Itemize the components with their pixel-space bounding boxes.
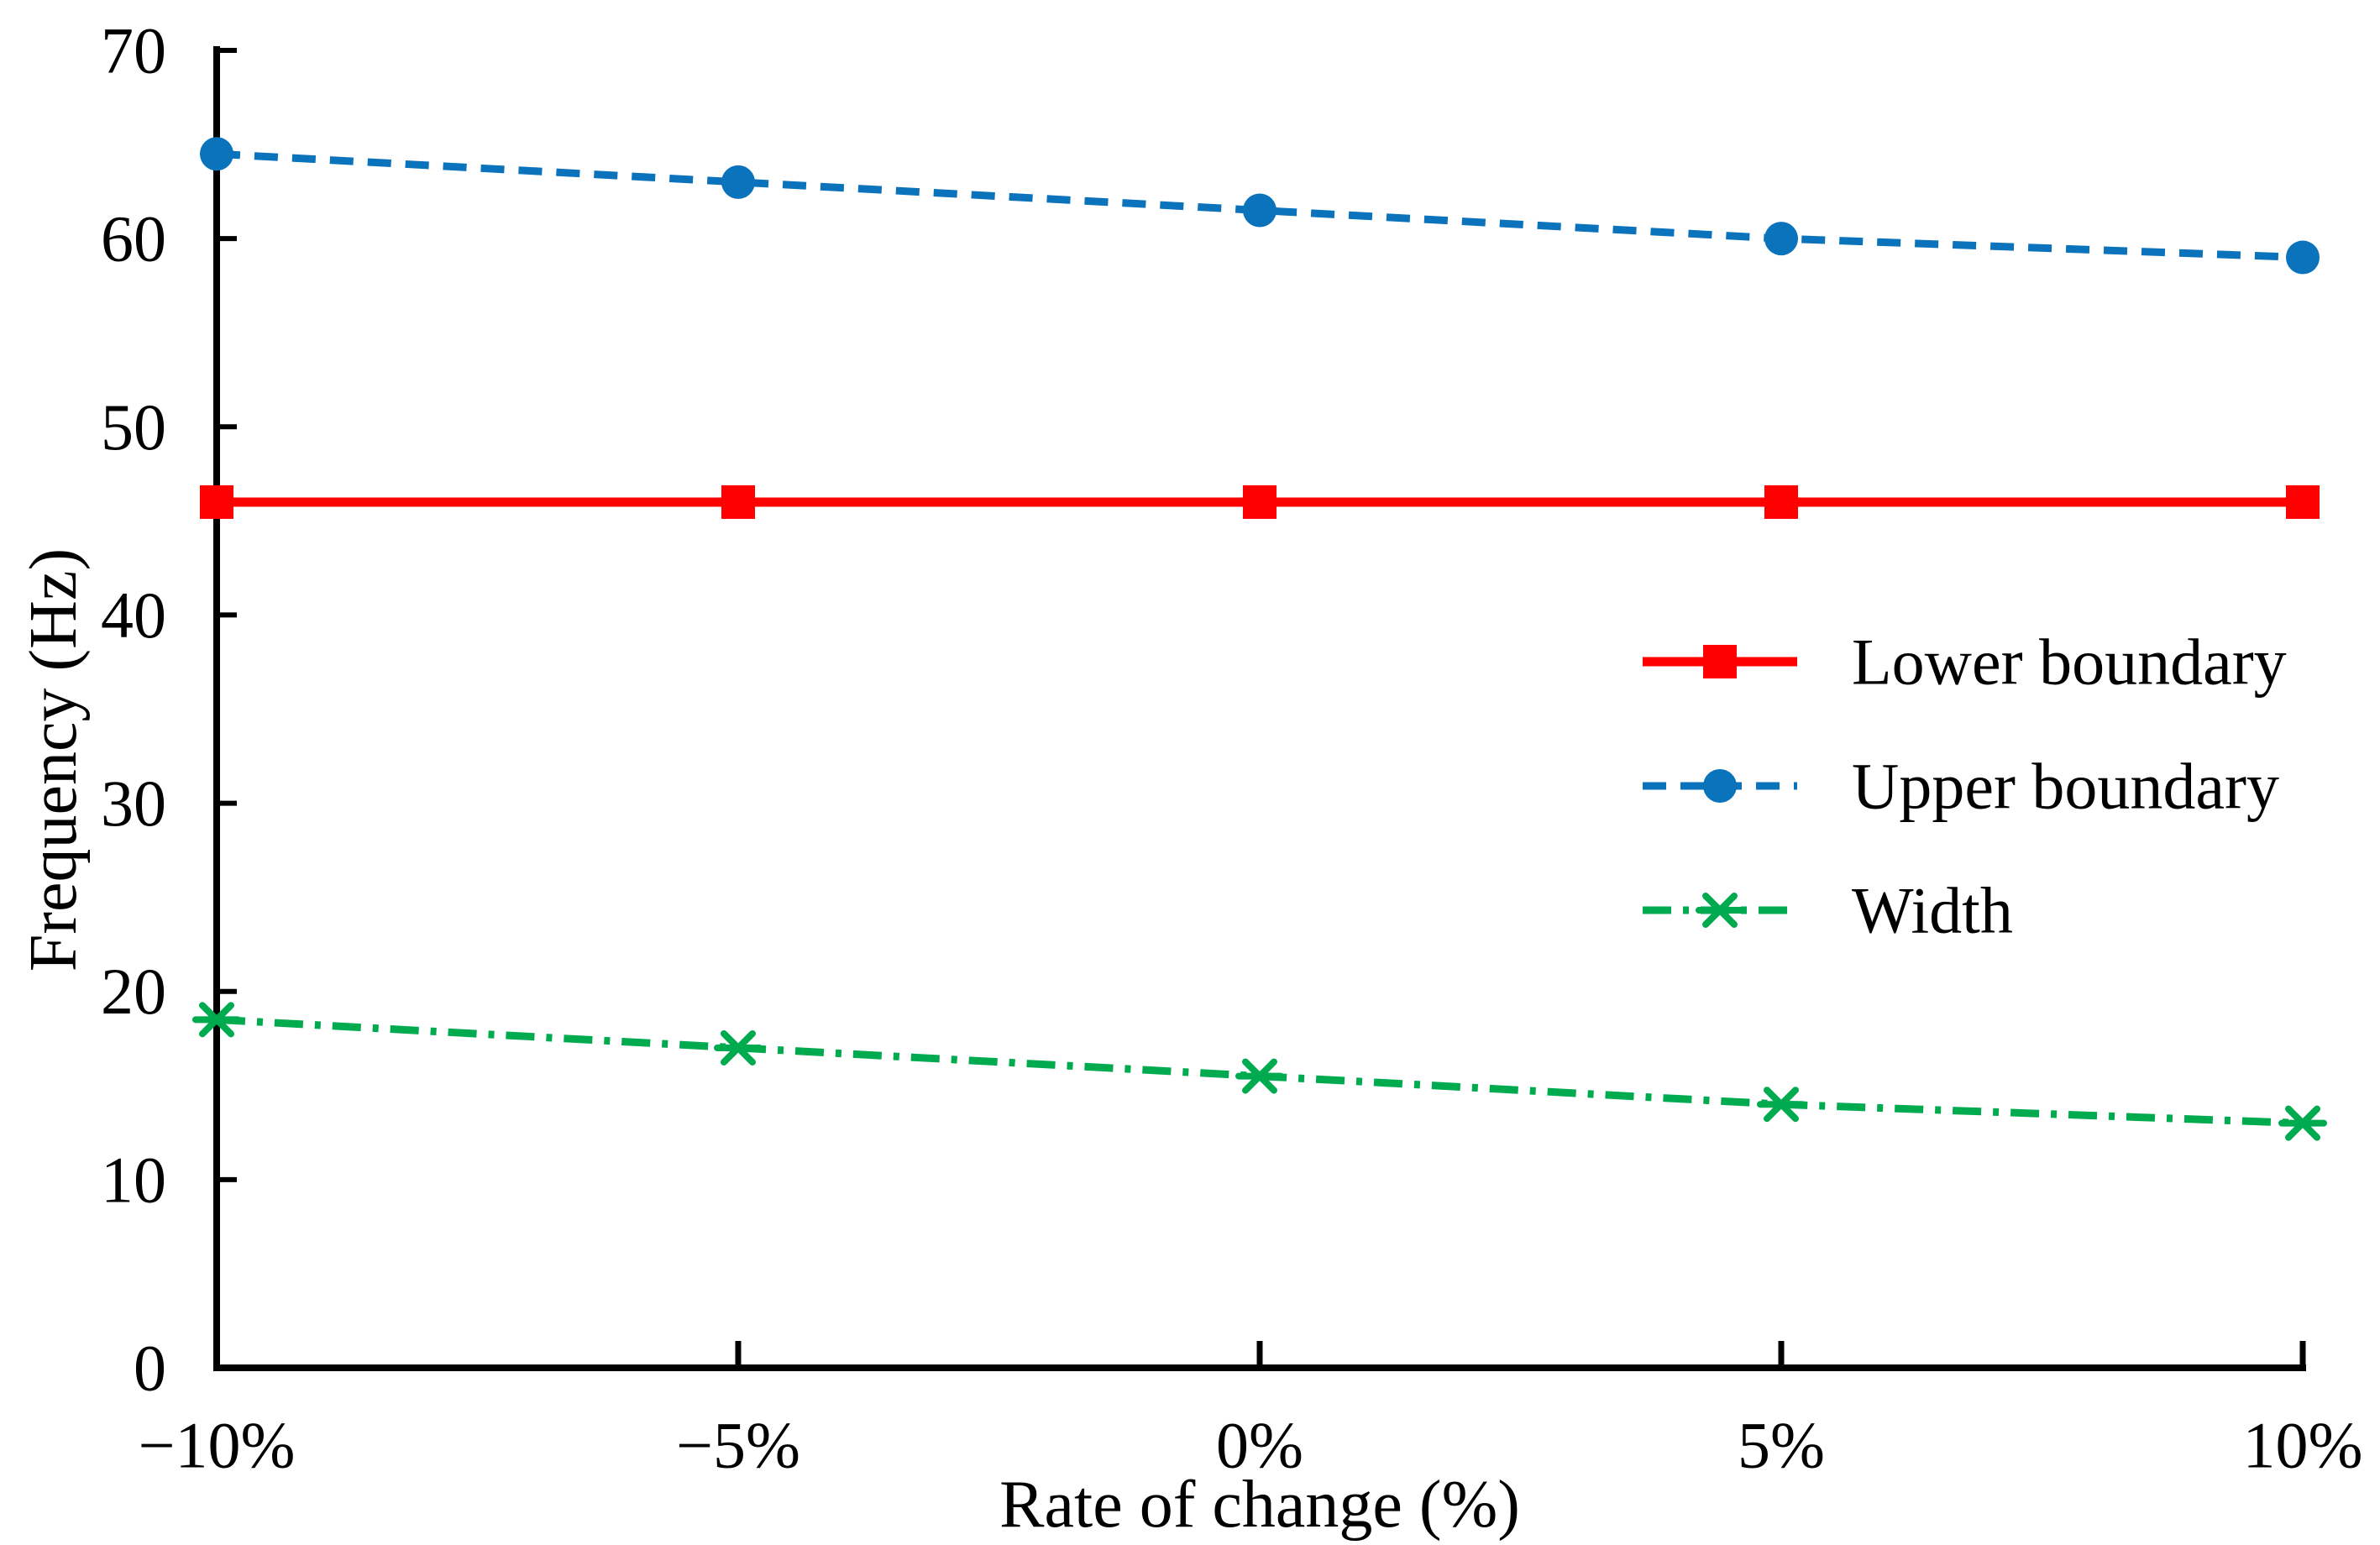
legend-label-lower-boundary: Lower boundary [1852,626,2287,699]
x-tick-label: −10% [139,1409,296,1482]
y-axis-title: Frequency (Hz) [17,548,91,972]
x-tick-label: 5% [1738,1409,1825,1482]
series-marker-upper-boundary [200,137,233,171]
y-tick-label: 0 [134,1332,166,1405]
series-marker-lower-boundary [721,484,755,519]
series-marker-width [1235,1058,1284,1094]
series-marker-width [2278,1105,2327,1141]
legend: Lower boundary Upper boundary Width [1643,626,2287,947]
y-tick-label: 50 [101,390,166,464]
series-marker-lower-boundary [1764,484,1798,519]
series-marker-upper-boundary [2286,240,2320,275]
plot-layer: 0 10 20 30 40 50 60 70 −10% −5% 0% 5% 10% [101,14,2362,1482]
series-marker-upper-boundary [721,165,755,199]
series-marker-lower-boundary [200,484,233,519]
y-tick-label: 10 [101,1143,166,1216]
y-tick-label: 70 [101,14,166,87]
series-marker-width [192,1002,241,1038]
x-axis-title: Rate of change (%) [999,1468,1520,1542]
legend-samples [1643,645,1797,928]
y-tick-label: 30 [101,767,166,840]
legend-sample-marker-lower-boundary [1703,645,1737,678]
legend-sample-marker-width [1696,893,1744,928]
y-tick-label: 20 [101,955,166,1028]
y-tick-label: 40 [101,579,166,652]
x-tick-label: −5% [676,1409,800,1482]
series-marker-width [1757,1087,1806,1123]
y-tick-label: 60 [101,202,166,275]
series-marker-width [714,1029,763,1066]
series-marker-upper-boundary [1764,222,1798,256]
series-marker-lower-boundary [2286,484,2320,519]
legend-label-upper-boundary: Upper boundary [1852,750,2279,823]
x-tick-label: 0% [1216,1409,1303,1482]
x-tick-label: 10% [2243,1409,2363,1482]
series-marker-upper-boundary [1243,193,1276,228]
series-line-upper-boundary [216,149,2304,262]
legend-label-width: Width [1852,874,2013,947]
series-marker-lower-boundary [1243,484,1276,519]
legend-sample-marker-upper-boundary [1703,769,1737,803]
